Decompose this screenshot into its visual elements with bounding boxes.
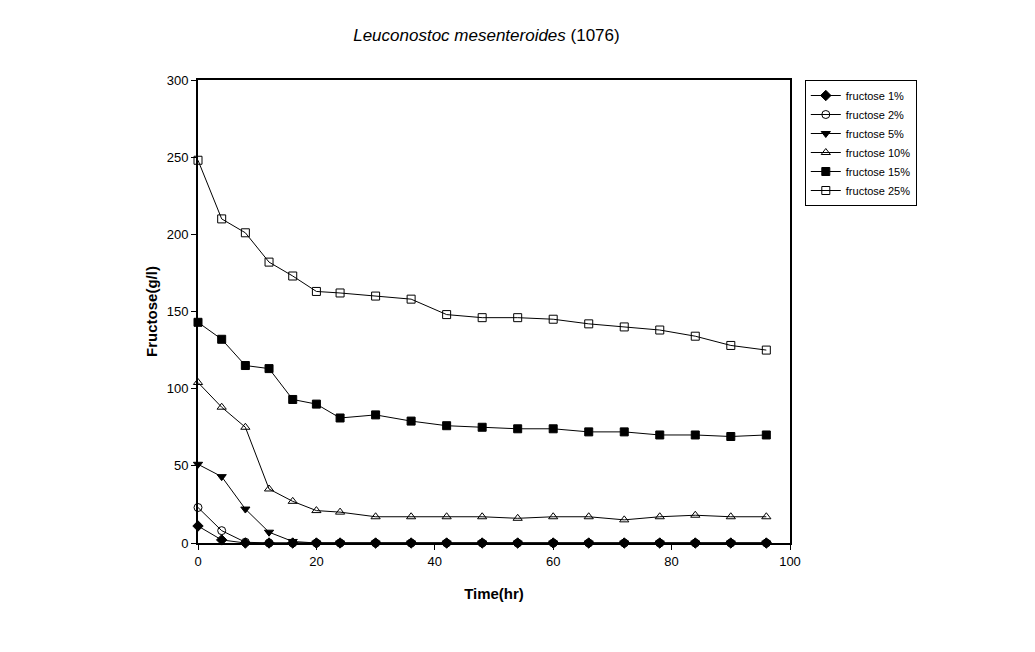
svg-text:fructose 2%: fructose 2%: [846, 109, 904, 121]
svg-text:100: 100: [167, 381, 189, 396]
svg-text:fructose 5%: fructose 5%: [846, 128, 904, 140]
svg-text:50: 50: [174, 458, 188, 473]
svg-text:100: 100: [779, 554, 801, 569]
svg-text:Leuconostoc mesenteroides (107: Leuconostoc mesenteroides (1076): [353, 26, 620, 45]
svg-text:80: 80: [664, 554, 678, 569]
svg-text:20: 20: [309, 554, 323, 569]
svg-text:0: 0: [194, 554, 201, 569]
svg-text:250: 250: [167, 150, 189, 165]
svg-text:0: 0: [181, 536, 188, 551]
svg-text:Fructose(g/l): Fructose(g/l): [143, 266, 160, 357]
svg-text:fructose 15%: fructose 15%: [846, 166, 910, 178]
svg-text:60: 60: [546, 554, 560, 569]
svg-text:150: 150: [167, 304, 189, 319]
svg-text:40: 40: [428, 554, 442, 569]
svg-text:fructose 10%: fructose 10%: [846, 147, 910, 159]
svg-text:Time(hr): Time(hr): [464, 585, 524, 602]
svg-text:fructose 1%: fructose 1%: [846, 90, 904, 102]
svg-text:200: 200: [167, 227, 189, 242]
svg-text:fructose 25%: fructose 25%: [846, 185, 910, 197]
svg-text:300: 300: [167, 73, 189, 88]
